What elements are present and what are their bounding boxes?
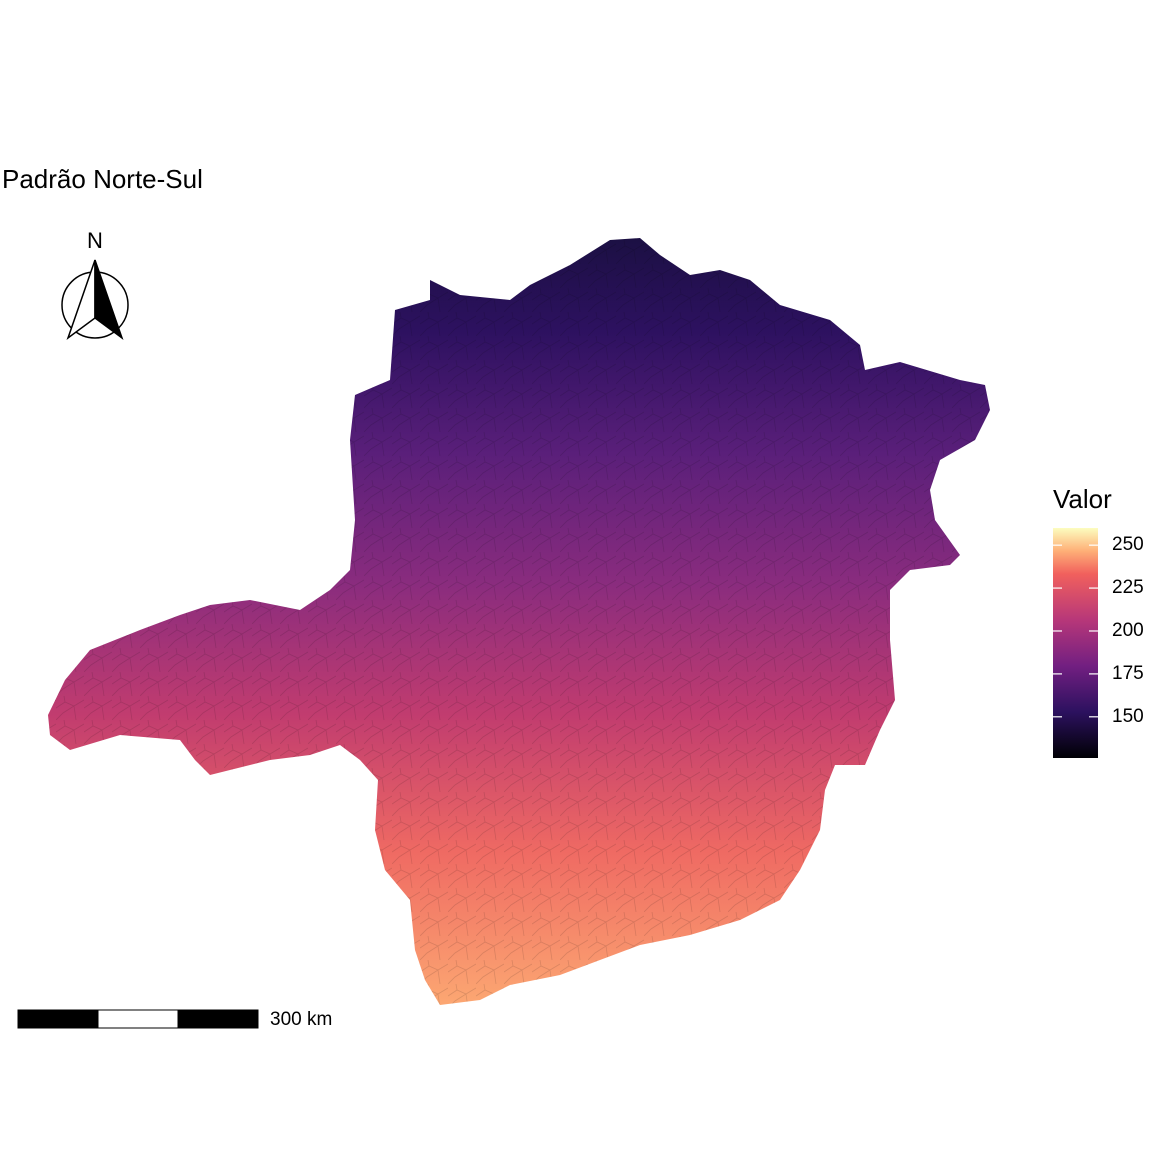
north-arrow-left <box>66 259 96 341</box>
legend-title: Valor <box>1053 484 1112 514</box>
north-arrow-right <box>94 259 124 341</box>
legend-tick-label: 225 <box>1112 577 1144 598</box>
north-label: N <box>87 228 103 253</box>
map-title: Padrão Norte-Sul <box>2 164 203 194</box>
scale-segment <box>17 1009 99 1029</box>
legend-tick-label: 150 <box>1112 706 1144 727</box>
legend-colorbar <box>1053 528 1098 758</box>
legend-tick-label: 200 <box>1112 620 1144 641</box>
scale-bar: 300 km <box>17 1009 332 1030</box>
north-arrow: N <box>61 228 129 341</box>
municipality-texture <box>48 238 990 1005</box>
state-map <box>48 238 990 1005</box>
legend-tick-label: 250 <box>1112 534 1144 555</box>
scale-label: 300 km <box>270 1009 332 1030</box>
scale-segment <box>177 1009 259 1029</box>
legend-tick-label: 175 <box>1112 663 1144 684</box>
scale-segment <box>97 1009 179 1029</box>
legend: Valor 150 175 200 225 250 <box>1053 484 1144 758</box>
